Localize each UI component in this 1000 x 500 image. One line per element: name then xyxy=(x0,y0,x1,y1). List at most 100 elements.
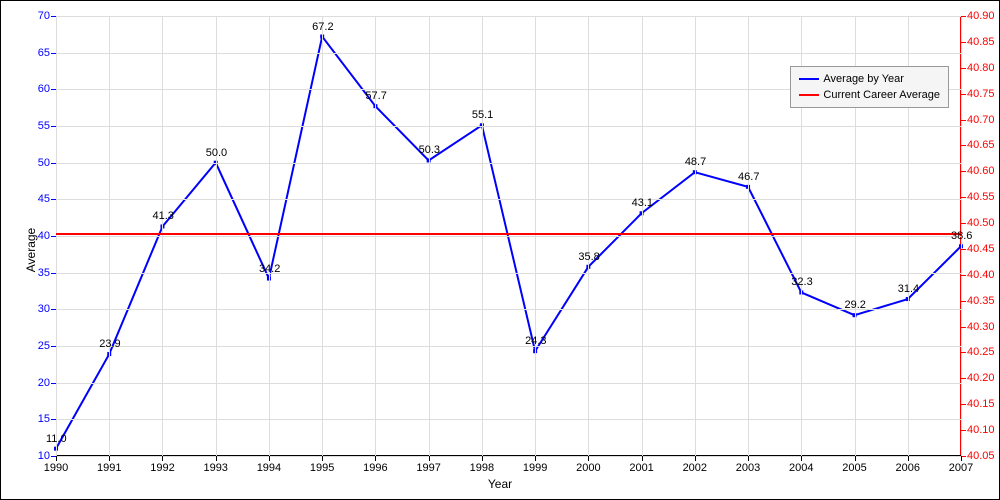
gridline-v xyxy=(695,16,696,456)
tick-right xyxy=(961,171,966,172)
y-tick-label-right: 40.40 xyxy=(967,269,1000,281)
gridline-v xyxy=(642,16,643,456)
y-tick-label-left: 45 xyxy=(20,193,50,205)
gridline-v xyxy=(269,16,270,456)
tick-bottom xyxy=(695,456,696,461)
x-axis-title: Year xyxy=(488,477,512,491)
tick-right xyxy=(961,301,966,302)
y-tick-label-right: 40.70 xyxy=(967,114,1000,126)
y-tick-label-left: 60 xyxy=(20,83,50,95)
tick-bottom xyxy=(588,456,589,461)
chart-container: 11.023.941.350.034.267.257.750.355.124.3… xyxy=(0,0,1000,500)
x-tick-label: 1994 xyxy=(249,462,289,474)
tick-bottom xyxy=(482,456,483,461)
y-tick-label-right: 40.75 xyxy=(967,88,1000,100)
y-tick-label-right: 40.80 xyxy=(967,62,1000,74)
tick-left xyxy=(51,53,56,54)
data-label: 67.2 xyxy=(312,21,333,33)
tick-bottom xyxy=(429,456,430,461)
gridline-v xyxy=(322,16,323,456)
gridline-v xyxy=(588,16,589,456)
gridline-v xyxy=(429,16,430,456)
tick-right xyxy=(961,94,966,95)
gridline-h xyxy=(56,346,961,347)
tick-left xyxy=(51,309,56,310)
y-tick-label-left: 25 xyxy=(20,340,50,352)
tick-bottom xyxy=(748,456,749,461)
tick-right xyxy=(961,430,966,431)
data-label: 31.4 xyxy=(898,283,919,295)
x-tick-label: 2005 xyxy=(835,462,875,474)
tick-left xyxy=(51,346,56,347)
gridline-v xyxy=(162,16,163,456)
tick-right xyxy=(961,249,966,250)
gridline-h xyxy=(56,273,961,274)
gridline-h xyxy=(56,16,961,17)
tick-bottom xyxy=(642,456,643,461)
x-tick-label: 1999 xyxy=(515,462,555,474)
data-label: 32.3 xyxy=(791,276,812,288)
tick-right xyxy=(961,16,966,17)
gridline-h xyxy=(56,126,961,127)
x-tick-label: 1998 xyxy=(462,462,502,474)
gridline-v xyxy=(748,16,749,456)
tick-bottom xyxy=(961,456,962,461)
y-tick-label-left: 30 xyxy=(20,303,50,315)
gridline-h xyxy=(56,53,961,54)
y-tick-label-right: 40.45 xyxy=(967,243,1000,255)
y-tick-label-left: 20 xyxy=(20,377,50,389)
y-tick-label-right: 40.35 xyxy=(967,295,1000,307)
data-label: 29.2 xyxy=(845,299,866,311)
y-tick-label-right: 40.15 xyxy=(967,398,1000,410)
tick-left xyxy=(51,273,56,274)
tick-left xyxy=(51,126,56,127)
data-label: 11.0 xyxy=(46,433,67,445)
x-tick-label: 1991 xyxy=(89,462,129,474)
tick-left xyxy=(51,236,56,237)
tick-left xyxy=(51,383,56,384)
tick-left xyxy=(51,199,56,200)
tick-right xyxy=(961,275,966,276)
data-label: 35.8 xyxy=(578,251,599,263)
y-tick-label-right: 40.20 xyxy=(967,372,1000,384)
x-tick-label: 2006 xyxy=(888,462,928,474)
gridline-h xyxy=(56,309,961,310)
y-tick-label-left: 70 xyxy=(20,10,50,22)
legend: Average by Year Current Career Average xyxy=(790,66,949,108)
data-label: 46.7 xyxy=(738,171,759,183)
tick-right xyxy=(961,197,966,198)
tick-right xyxy=(961,352,966,353)
x-tick-label: 2007 xyxy=(941,462,981,474)
y-tick-label-left: 40 xyxy=(20,230,50,242)
data-label: 50.0 xyxy=(206,147,227,159)
tick-left xyxy=(51,16,56,17)
x-tick-label: 1997 xyxy=(409,462,449,474)
x-tick-label: 2001 xyxy=(622,462,662,474)
gridline-h xyxy=(56,163,961,164)
gridline-v xyxy=(482,16,483,456)
x-tick-label: 1990 xyxy=(36,462,76,474)
y-tick-label-right: 40.30 xyxy=(967,321,1000,333)
tick-bottom xyxy=(535,456,536,461)
tick-right xyxy=(961,404,966,405)
y-tick-label-left: 65 xyxy=(20,47,50,59)
data-label: 43.1 xyxy=(632,197,653,209)
tick-left xyxy=(51,89,56,90)
data-label: 23.9 xyxy=(99,338,120,350)
x-tick-label: 1996 xyxy=(355,462,395,474)
data-label: 24.3 xyxy=(525,335,546,347)
y-tick-label-right: 40.10 xyxy=(967,424,1000,436)
y-tick-label-left: 55 xyxy=(20,120,50,132)
tick-right xyxy=(961,120,966,121)
data-label: 38.6 xyxy=(951,230,972,242)
tick-right xyxy=(961,327,966,328)
career-average-line xyxy=(56,233,961,235)
legend-item-0: Average by Year xyxy=(799,71,940,87)
y-tick-label-left: 10 xyxy=(20,450,50,462)
tick-right xyxy=(961,145,966,146)
tick-bottom xyxy=(269,456,270,461)
data-label: 57.7 xyxy=(365,90,386,102)
gridline-v xyxy=(109,16,110,456)
x-tick-label: 1992 xyxy=(142,462,182,474)
tick-right xyxy=(961,68,966,69)
